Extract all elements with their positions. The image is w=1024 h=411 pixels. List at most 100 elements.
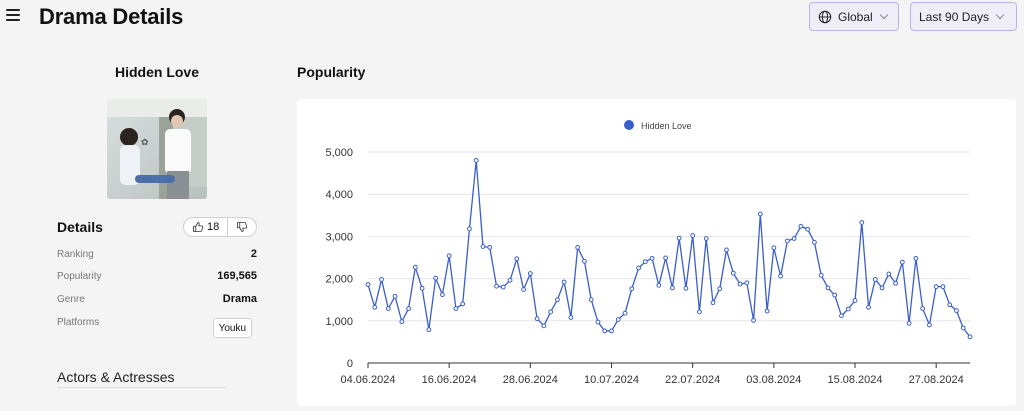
data-point <box>527 271 533 276</box>
data-point <box>446 253 452 259</box>
data-point <box>683 285 689 291</box>
like-button[interactable]: 18 <box>184 218 228 236</box>
x-tick-label: 10.07.2024 <box>584 374 639 386</box>
data-point <box>805 226 811 232</box>
data-point <box>412 264 418 270</box>
data-point <box>724 247 729 253</box>
drama-poster: ✿ <box>107 99 207 199</box>
data-point <box>730 270 736 276</box>
popularity-value: 169,565 <box>217 270 257 282</box>
y-tick-label: 5,000 <box>325 147 353 159</box>
data-point <box>818 272 824 278</box>
data-point <box>480 244 486 249</box>
data-point <box>913 255 919 261</box>
data-point <box>487 244 493 250</box>
data-point <box>778 273 784 279</box>
y-tick-label: 1,000 <box>325 316 353 328</box>
data-point <box>764 308 770 314</box>
data-point <box>507 277 513 283</box>
data-point <box>927 322 932 328</box>
data-point <box>588 297 594 303</box>
y-tick-label: 3,000 <box>325 231 353 243</box>
x-tick-label: 16.06.2024 <box>422 374 477 386</box>
data-point <box>791 236 797 241</box>
data-point <box>473 158 479 163</box>
data-point <box>899 259 905 265</box>
data-point <box>825 285 831 291</box>
data-point <box>602 328 608 334</box>
data-point <box>575 244 581 250</box>
data-point <box>609 328 614 334</box>
dislike-button[interactable] <box>228 218 256 236</box>
data-point <box>514 256 520 262</box>
data-point <box>933 284 939 290</box>
data-point <box>771 245 777 251</box>
data-point <box>967 334 973 340</box>
data-point <box>751 317 756 323</box>
data-point <box>554 297 560 303</box>
data-point <box>784 238 790 244</box>
data-point <box>460 301 466 307</box>
x-tick-label: 15.08.2024 <box>827 374 882 386</box>
data-point <box>839 313 844 319</box>
actors-heading: Actors & Actresses <box>57 369 175 385</box>
data-point <box>440 292 445 298</box>
popularity-label: Popularity <box>57 271 102 282</box>
popularity-chart: 0 1,000 2,000 3,000 4,000 5,000 04.06.2024 16.0… <box>325 120 973 386</box>
date-range-select[interactable]: Last 90 Days <box>910 2 1017 31</box>
platform-tag[interactable]: Youku <box>212 318 252 338</box>
details-heading: Details <box>57 219 103 235</box>
data-point <box>595 319 601 325</box>
thumbs-up-icon <box>193 222 204 232</box>
data-point <box>372 304 378 310</box>
y-tick-label: 4,000 <box>325 189 353 201</box>
data-point <box>636 265 641 271</box>
y-tick-label: 2,000 <box>325 274 353 286</box>
data-point <box>744 280 750 286</box>
hamburger-menu-icon[interactable] <box>6 9 20 21</box>
chevron-down-icon <box>995 10 1005 20</box>
data-point <box>812 239 817 245</box>
data-point <box>697 309 702 315</box>
region-select[interactable]: Global <box>809 2 899 31</box>
vote-group: 18 <box>183 217 257 237</box>
legend-label: Hidden Love <box>641 121 692 131</box>
data-point <box>852 298 858 303</box>
data-point <box>568 315 574 320</box>
data-point <box>419 285 425 291</box>
data-point <box>453 306 459 311</box>
data-point <box>642 259 648 265</box>
x-tick-label: 27.08.2024 <box>909 374 964 386</box>
data-point <box>906 320 912 326</box>
data-point <box>548 309 554 315</box>
data-point <box>467 226 472 232</box>
series-line <box>367 159 971 338</box>
data-point <box>561 279 567 285</box>
data-point <box>920 306 926 311</box>
svg-text:✿: ✿ <box>141 138 149 148</box>
data-point <box>629 286 635 292</box>
data-point <box>649 255 655 261</box>
legend-swatch <box>624 120 634 130</box>
ranking-label: Ranking <box>57 249 94 260</box>
data-point <box>954 308 959 314</box>
data-point <box>866 304 871 310</box>
data-point <box>399 319 405 325</box>
data-point <box>737 281 743 287</box>
like-count: 18 <box>207 221 220 233</box>
data-point <box>717 286 723 292</box>
data-point <box>385 306 391 311</box>
popularity-chart-card: 0 1,000 2,000 3,000 4,000 5,000 04.06.2024 16.0… <box>297 99 1016 406</box>
data-point <box>690 233 696 238</box>
data-point <box>940 284 946 290</box>
drama-title: Hidden Love <box>114 64 199 80</box>
data-point <box>521 287 526 292</box>
data-point <box>832 292 838 298</box>
data-point <box>872 277 878 282</box>
data-point <box>426 327 432 333</box>
data-point <box>663 255 669 261</box>
data-point <box>622 310 628 316</box>
genre-label: Genre <box>57 294 85 305</box>
x-tick-label: 04.06.2024 <box>340 374 395 386</box>
globe-icon <box>818 10 832 23</box>
